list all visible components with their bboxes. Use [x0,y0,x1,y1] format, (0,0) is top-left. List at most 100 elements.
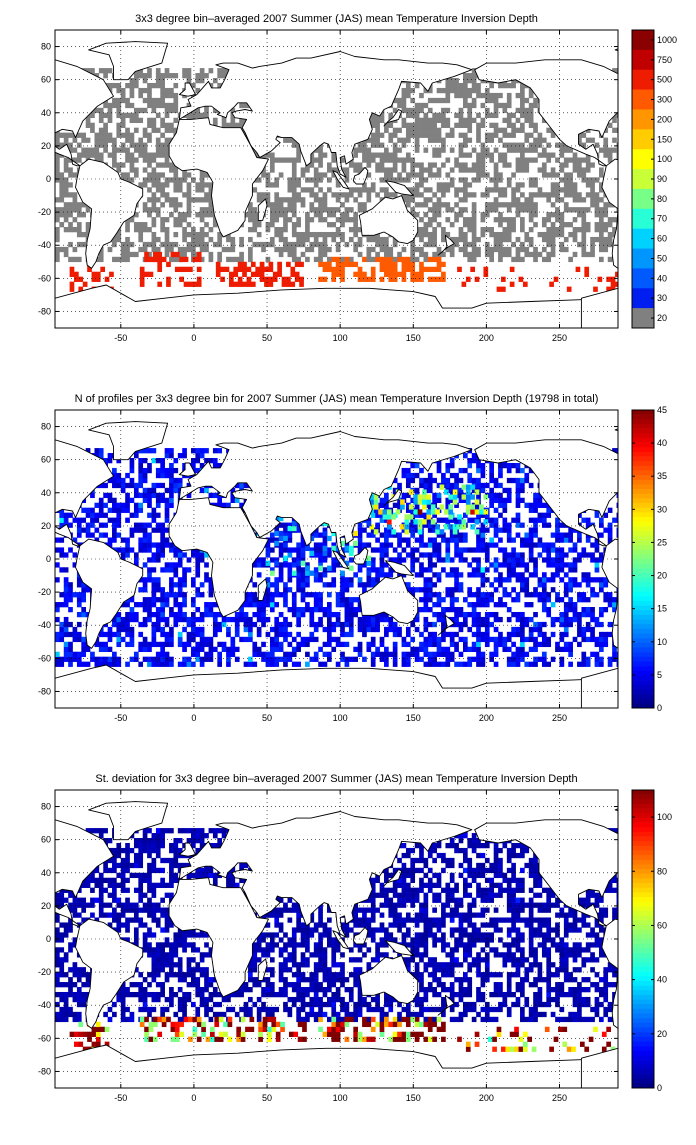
data-bin [195,453,200,458]
data-bin [238,277,243,282]
data-bin [402,162,407,167]
data-bin [112,162,117,167]
data-bin [248,627,253,632]
data-bin [586,177,591,182]
data-bin [299,277,304,282]
data-bin [77,662,82,667]
data-bin [419,182,424,187]
data-bin [345,197,350,202]
data-bin [252,662,257,667]
data-bin [432,232,437,237]
data-bin [375,617,380,622]
data-bin [318,592,323,597]
data-bin [103,483,108,488]
data-bin [73,148,78,153]
data-bin [380,567,385,572]
data-bin [529,113,534,118]
data-bin [200,488,205,493]
data-bin [586,207,591,212]
data-bin [424,133,429,138]
data-bin [467,73,472,78]
data-bin [64,227,69,232]
data-bin [371,267,376,272]
data-bin [169,108,174,113]
data-bin [353,227,358,232]
data-bin [375,143,380,148]
data-bin [220,277,225,282]
data-bin [524,133,529,138]
data-bin [279,622,284,627]
data-bin [252,222,257,227]
data-bin [152,207,157,212]
data-bin [143,177,148,182]
data-bin [55,662,60,667]
data-bin [549,282,554,287]
data-bin [288,622,293,627]
data-bin [384,537,389,542]
data-bin [296,617,301,622]
data-bin [112,657,117,662]
data-bin [160,103,165,108]
data-bin [384,157,389,162]
data-bin [59,518,64,523]
data-bin [336,247,341,252]
data-bin [599,212,604,217]
data-bin [340,237,345,242]
data-bin [445,217,450,222]
data-bin [68,662,73,667]
data-bin [77,597,82,602]
data-bin [481,162,486,167]
data-bin [410,162,415,167]
data-bin [301,637,306,642]
data-bin [252,652,257,657]
data-bin [507,202,512,207]
data-bin [125,242,130,247]
data-bin [274,657,279,662]
data-bin [529,237,534,242]
data-bin [432,172,437,177]
data-bin [173,222,178,227]
data-bin [345,612,350,617]
data-bin [152,518,157,523]
y-tick-label: 20 [41,141,51,151]
data-bin [152,632,157,637]
data-bin [64,192,69,197]
data-bin [564,192,569,197]
data-bin [318,148,323,153]
data-bin [81,642,86,647]
data-bin [292,647,297,652]
data-bin [524,232,529,237]
data-bin [152,508,157,513]
data-bin [226,652,231,657]
data-bin [152,542,157,547]
data-bin [152,642,157,647]
data-bin [568,207,573,212]
data-bin [466,277,471,282]
data-bin [309,207,314,212]
data-bin [349,612,354,617]
data-bin [130,617,135,622]
data-bin [125,518,130,523]
data-bin [143,562,148,567]
data-bin [595,227,600,232]
data-bin [108,108,113,113]
data-bin [160,587,165,592]
data-bin [55,632,60,637]
data-bin [187,557,192,562]
data-bin [432,217,437,222]
data-bin [125,542,130,547]
data-bin [138,622,143,627]
data-bin [366,187,371,192]
data-bin [165,622,170,627]
data-bin [406,93,411,98]
data-bin [77,637,82,642]
data-bin [546,172,551,177]
data-bin [318,257,323,262]
data-bin [147,577,152,582]
data-bin [296,222,301,227]
data-bin [489,232,494,237]
data-bin [581,232,586,237]
data-bin [112,257,117,262]
data-bin [292,637,297,642]
data-bin [358,237,363,242]
